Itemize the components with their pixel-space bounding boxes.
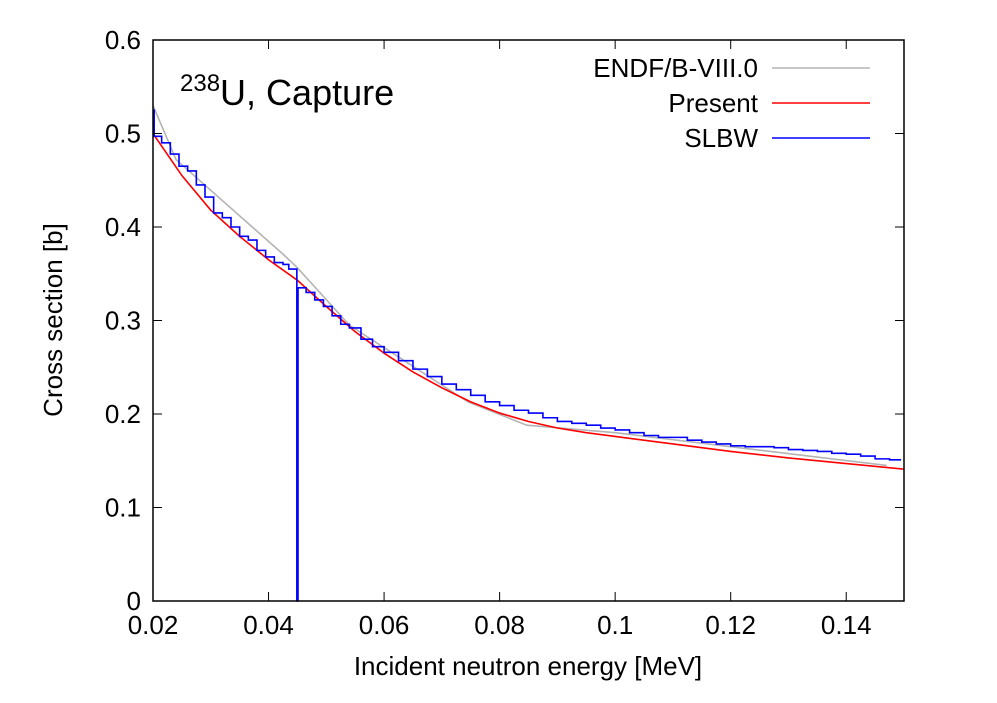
series-slbw-line (153, 109, 902, 602)
y-tick-label: 0.4 (105, 212, 141, 242)
series-present-line (152, 133, 905, 470)
x-tick-label: 0.08 (474, 610, 525, 640)
legend-label: SLBW (684, 123, 758, 153)
x-tick-label: 0.06 (359, 610, 410, 640)
legend-label: ENDF/B-VIII.0 (593, 53, 758, 83)
x-tick-label: 0.12 (705, 610, 756, 640)
title-text: U, Capture (220, 72, 394, 113)
ticks-layer: 0.02 0.04 0.06 0.08 0.1 0.12 0.14 0 0.1 0.2 0.3 0.4… (105, 25, 904, 640)
x-tick-label: 0.14 (821, 610, 872, 640)
x-tick-label: 0.04 (243, 610, 294, 640)
plot-frame (152, 39, 905, 602)
legend-label: Present (668, 88, 758, 118)
x-tick-label: 0.02 (128, 610, 179, 640)
y-tick-label: 0.2 (105, 399, 141, 429)
x-axis-label: Incident neutron energy [MeV] (354, 651, 702, 681)
y-tick-label: 0 (127, 586, 141, 616)
legend: ENDF/B-VIII.0 Present SLBW (593, 53, 870, 153)
series-layer (152, 105, 905, 602)
chart-title: 238U, Capture (180, 70, 394, 113)
y-tick-label: 0.3 (105, 306, 141, 336)
y-tick-label: 0.6 (105, 25, 141, 55)
y-axis-label: Cross section [b] (38, 223, 68, 417)
series-endf-b-viii-0-line (152, 105, 887, 467)
y-tick-label: 0.1 (105, 493, 141, 523)
x-tick-label: 0.1 (597, 610, 633, 640)
y-tick-label: 0.5 (105, 119, 141, 149)
title-mass-number: 238 (180, 70, 220, 97)
